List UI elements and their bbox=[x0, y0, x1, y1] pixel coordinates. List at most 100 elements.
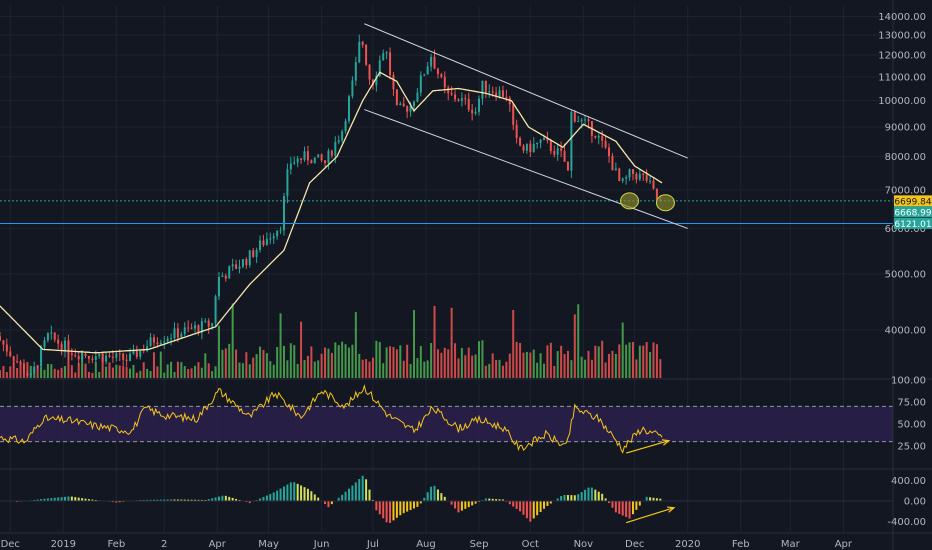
rsi-path bbox=[0, 383, 663, 454]
candle-body bbox=[207, 320, 210, 327]
momentum-bar bbox=[649, 497, 652, 501]
momentum-bar bbox=[430, 486, 433, 501]
momentum-bar bbox=[457, 501, 460, 513]
candle-body bbox=[604, 140, 607, 148]
momentum-bar bbox=[460, 501, 463, 511]
volume-bar bbox=[642, 345, 645, 378]
candle-body bbox=[539, 139, 542, 143]
price-axis[interactable]: 4000.00 5000.00 6000.00 7000.00 8000.00 9000.… bbox=[878, 12, 932, 528]
volume-bar bbox=[84, 363, 87, 378]
momentum-bar bbox=[91, 499, 94, 501]
momentum-bar bbox=[560, 496, 563, 501]
volume-bar bbox=[173, 371, 176, 378]
time-axis[interactable]: Dec 2019 Feb 2 Apr May Jun Jul Aug Sep Oct Nov Dec 20… bbox=[1, 539, 853, 550]
candle-body bbox=[608, 147, 611, 157]
volume-bar bbox=[543, 363, 546, 378]
price-tick-label: 11000.00 bbox=[878, 72, 926, 83]
volume-bar bbox=[303, 360, 306, 378]
candle-body bbox=[423, 74, 426, 76]
horizontal-price-lines[interactable] bbox=[0, 200, 893, 224]
momentum-bar bbox=[276, 490, 279, 501]
volume-bar bbox=[224, 348, 227, 378]
price-label-box[interactable] bbox=[894, 195, 932, 207]
volume-bar bbox=[457, 358, 460, 378]
volume-bar bbox=[310, 346, 313, 378]
time-tick-label: Dec bbox=[1, 539, 20, 550]
candle-body bbox=[300, 158, 303, 160]
candle-body bbox=[139, 350, 142, 357]
volume-bar bbox=[577, 304, 580, 378]
rsi-line bbox=[0, 383, 663, 454]
momentum-bar bbox=[611, 501, 614, 508]
candle-body bbox=[488, 91, 491, 93]
trendline[interactable] bbox=[364, 23, 688, 159]
volume-bar bbox=[211, 371, 214, 378]
rsi-tick-label: 25.00 bbox=[897, 442, 926, 453]
momentum-bar bbox=[488, 498, 491, 501]
momentum-bar bbox=[395, 501, 398, 518]
rsi-band bbox=[0, 405, 893, 443]
price-label-box[interactable] bbox=[894, 217, 932, 229]
candle-body bbox=[498, 90, 501, 97]
candle-body bbox=[5, 344, 8, 352]
candle-body bbox=[570, 111, 573, 171]
momentum-bar bbox=[211, 498, 214, 501]
momentum-bar bbox=[94, 499, 97, 501]
volume-bar bbox=[19, 361, 22, 378]
candle-body bbox=[515, 124, 518, 139]
momentum-bar bbox=[484, 498, 487, 501]
volume-bar bbox=[450, 307, 453, 378]
momentum-bar bbox=[539, 501, 542, 513]
momentum-bar bbox=[368, 489, 371, 501]
volume-bar bbox=[122, 366, 125, 378]
volume-bar bbox=[584, 359, 587, 378]
candle-body bbox=[94, 356, 97, 360]
momentum-bar bbox=[392, 501, 395, 521]
volume-bar bbox=[317, 360, 320, 378]
volume-bar bbox=[635, 359, 638, 378]
volume-bar bbox=[255, 354, 258, 378]
momentum-bar bbox=[46, 498, 49, 501]
candle-body bbox=[519, 138, 522, 146]
trendlines[interactable] bbox=[364, 23, 688, 229]
momentum-bar bbox=[525, 501, 528, 519]
momentum-bar bbox=[354, 482, 357, 501]
volume-bar bbox=[604, 362, 607, 378]
momentum-bar bbox=[587, 487, 590, 501]
volume-bar bbox=[60, 367, 63, 378]
candle-body bbox=[546, 137, 549, 141]
momentum-bar bbox=[67, 496, 70, 501]
candle-body bbox=[512, 104, 515, 125]
candle-body bbox=[621, 178, 624, 181]
momentum-bar bbox=[282, 486, 285, 501]
volume-bar bbox=[0, 370, 1, 378]
candle-body bbox=[443, 76, 446, 88]
momentum-bar bbox=[382, 501, 385, 519]
price-label-box[interactable] bbox=[894, 206, 932, 218]
momentum-bar bbox=[543, 501, 546, 509]
candle-body bbox=[303, 151, 306, 160]
volume-bar bbox=[423, 361, 426, 378]
candle-body bbox=[29, 373, 32, 376]
candle-body bbox=[655, 188, 658, 200]
candle-body bbox=[594, 135, 597, 138]
candle-body bbox=[12, 356, 15, 362]
candle-body bbox=[344, 120, 347, 132]
volume-bar bbox=[279, 313, 282, 378]
momentum-bar bbox=[327, 501, 330, 508]
divergence-arrowhead bbox=[667, 506, 676, 513]
candle-body bbox=[378, 60, 381, 76]
trendline[interactable] bbox=[364, 109, 688, 229]
volume-bar bbox=[515, 341, 518, 378]
volume-bar bbox=[440, 352, 443, 378]
momentum-bar bbox=[149, 499, 152, 501]
momentum-bar bbox=[224, 495, 227, 501]
candle-body bbox=[289, 163, 292, 170]
volume-bar bbox=[495, 360, 498, 378]
candle-body bbox=[173, 328, 176, 339]
momentum-bar bbox=[57, 497, 60, 501]
volume-bar bbox=[245, 352, 248, 378]
candle-body bbox=[296, 158, 299, 163]
